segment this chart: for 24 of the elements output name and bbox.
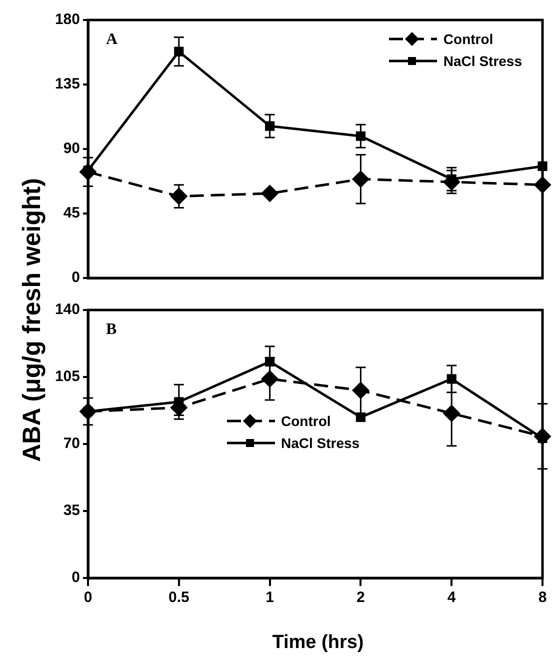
x-tick-label: 0 (84, 589, 92, 606)
y-tick-label: 45 (63, 204, 80, 222)
y-tick-label: 135 (54, 76, 80, 93)
x-tick-label: 4 (447, 589, 456, 606)
x-tick-label: 8 (538, 589, 547, 606)
y-tick-label: 180 (54, 11, 80, 28)
y-tick-label: 105 (54, 368, 80, 386)
y-axis-title: ABA (μg/g fresh weight) (17, 177, 47, 464)
y-tick-label: 140 (54, 301, 80, 318)
legend-label: Control (443, 31, 494, 47)
x-tick-label: 2 (356, 589, 365, 606)
legend-label: NaCl Stress (443, 53, 522, 69)
y-tick-label: 0 (72, 269, 80, 286)
y-tick-label: 70 (63, 435, 80, 452)
x-tick-label: 0.5 (168, 589, 190, 606)
y-tick-label: 35 (63, 502, 80, 520)
x-axis-title: Time (hrs) (271, 632, 365, 654)
annotation: B (106, 321, 117, 338)
annotation: A (106, 31, 118, 48)
y-tick-label: 0 (72, 569, 80, 586)
legend-label: Control (281, 413, 331, 429)
x-tick-label: 1 (266, 589, 274, 606)
legend-label: NaCl Stress (281, 435, 360, 451)
y-tick-label: 90 (63, 140, 80, 158)
